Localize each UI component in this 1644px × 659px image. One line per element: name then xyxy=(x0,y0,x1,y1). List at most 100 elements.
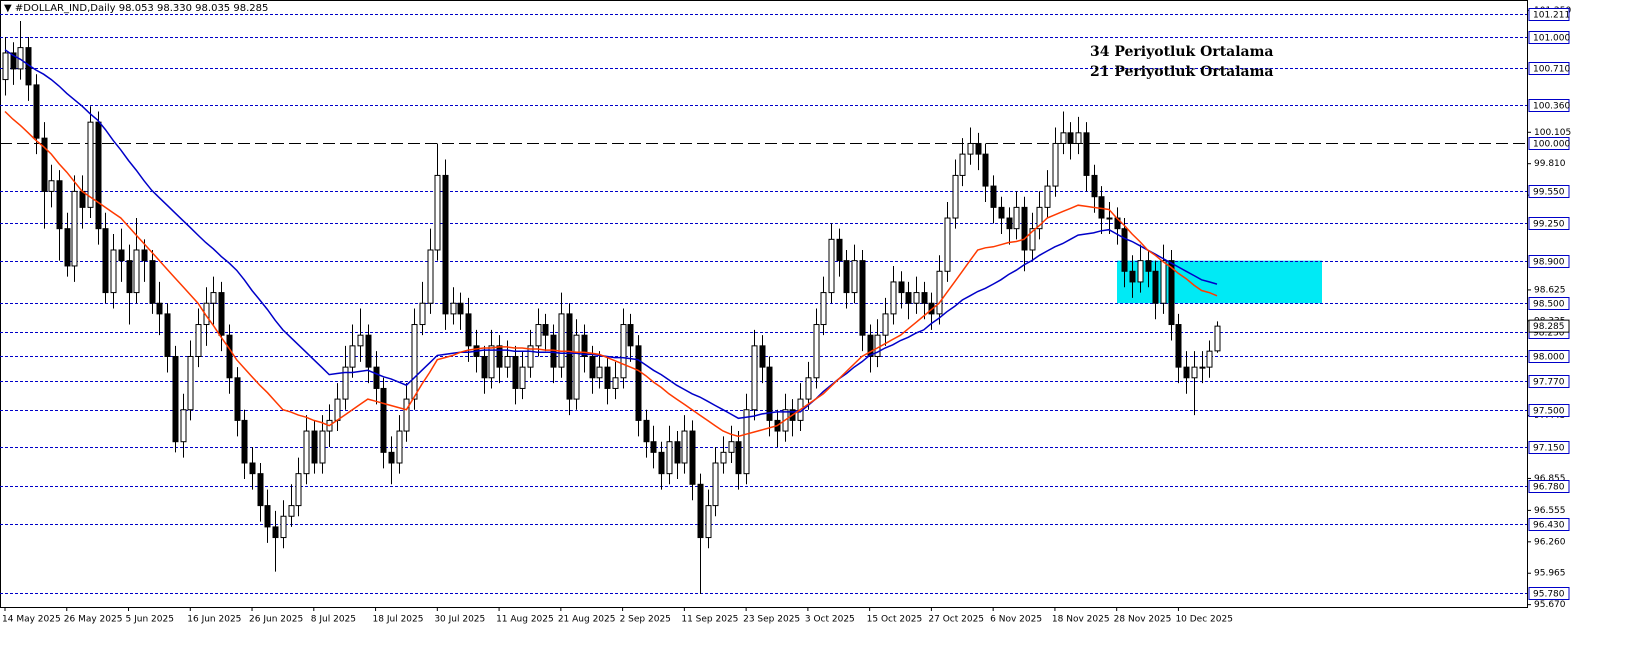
level-label: 101.000 xyxy=(1533,34,1570,44)
level-label: 99.250 xyxy=(1533,220,1565,230)
candle-body xyxy=(573,334,580,400)
candle-body xyxy=(867,334,874,357)
candle-body xyxy=(365,334,372,368)
candle-body xyxy=(1168,260,1175,326)
candle-body xyxy=(975,142,982,155)
x-tick-label: 27 Oct 2025 xyxy=(928,615,984,625)
candle-body xyxy=(342,366,349,400)
candle-body xyxy=(1021,206,1028,251)
candle-body xyxy=(334,398,341,421)
x-tick-label: 11 Aug 2025 xyxy=(496,615,554,625)
chart-header: ▼ #DOLLAR_IND,Daily 98.053 98.330 98.035… xyxy=(4,3,268,14)
candle-body xyxy=(465,313,472,347)
x-tick-label: 28 Nov 2025 xyxy=(1114,615,1172,625)
candle-body xyxy=(566,313,573,400)
last-low: 98.035 xyxy=(195,3,230,14)
candle-body xyxy=(357,334,364,347)
level-label: 97.770 xyxy=(1533,378,1565,388)
candle-body xyxy=(635,345,642,421)
level-label-box xyxy=(1528,99,1570,112)
candle-body xyxy=(535,324,542,347)
candle-body xyxy=(1160,260,1167,304)
candle-body xyxy=(427,249,434,304)
candle-body xyxy=(303,430,310,475)
level-label: 98.000 xyxy=(1533,353,1565,363)
level-label-box xyxy=(1528,137,1570,150)
price-label-box xyxy=(1528,319,1570,333)
y-tick-label: 96.855 xyxy=(1534,474,1566,484)
candle-body xyxy=(102,228,109,294)
candle-body xyxy=(658,451,665,475)
candle-body xyxy=(311,430,318,464)
candle-body xyxy=(712,462,719,507)
y-tick-label: 98.625 xyxy=(1534,285,1566,295)
candle-body xyxy=(64,228,71,267)
candle-body xyxy=(149,260,156,304)
level-label-box xyxy=(1528,518,1570,531)
candle-body xyxy=(33,84,40,139)
y-tick-label: 96.555 xyxy=(1534,506,1566,516)
candle-body xyxy=(1006,217,1013,230)
candle-body xyxy=(172,355,179,443)
level-label: 96.780 xyxy=(1533,483,1565,493)
candle-body xyxy=(967,142,974,155)
candle-body xyxy=(496,345,503,368)
x-tick-label: 26 Jun 2025 xyxy=(249,615,303,625)
candle-body xyxy=(203,302,210,326)
candle-body xyxy=(990,185,997,208)
candle-body xyxy=(403,398,410,432)
level-label: 98.900 xyxy=(1533,258,1565,268)
level-label: 95.780 xyxy=(1533,590,1565,600)
candle-body xyxy=(79,190,86,208)
x-tick-label: 30 Jul 2025 xyxy=(434,615,485,625)
candle-body xyxy=(241,419,248,464)
level-label: 97.150 xyxy=(1533,444,1565,454)
ma-line xyxy=(4,49,1218,420)
candle-body xyxy=(1121,228,1128,272)
level-label-box xyxy=(1528,217,1570,230)
candle-body xyxy=(859,260,866,336)
level-label-box xyxy=(1528,404,1570,417)
candle-body xyxy=(643,419,650,443)
candle-body xyxy=(133,249,140,294)
y-tick-label: 100.105 xyxy=(1534,128,1571,138)
candle-body xyxy=(373,366,380,389)
candle-body xyxy=(982,153,989,187)
candle-body xyxy=(921,292,928,304)
candle-body xyxy=(936,270,943,315)
level-label-box xyxy=(1528,185,1570,198)
candle-body xyxy=(674,441,681,464)
candle-body xyxy=(720,451,727,464)
candle-body xyxy=(48,180,55,192)
candle-body xyxy=(952,174,959,219)
candle-body xyxy=(457,302,464,315)
candle-body xyxy=(743,409,750,475)
candle-body xyxy=(627,324,634,347)
y-tick-label: 96.260 xyxy=(1534,537,1566,547)
candle-body xyxy=(805,377,812,400)
ma-line xyxy=(4,110,1218,438)
candle-body xyxy=(349,345,356,368)
candle-body xyxy=(164,313,171,357)
chart-title: #DOLLAR_IND,Daily xyxy=(15,3,116,14)
level-label: 101.211 xyxy=(1533,11,1570,21)
x-tick-label: 2 Sep 2025 xyxy=(620,615,671,625)
candle-body xyxy=(1183,366,1190,379)
candle-body xyxy=(210,292,217,304)
level-label-box xyxy=(1528,587,1570,600)
last-open: 98.053 xyxy=(119,3,154,14)
candle-body xyxy=(596,366,603,379)
candle-body xyxy=(851,260,858,294)
candle-body xyxy=(95,121,102,230)
level-label-box xyxy=(1528,350,1570,363)
candle-body xyxy=(388,451,395,464)
candle-body xyxy=(820,292,827,326)
candle-body xyxy=(481,355,488,379)
level-label-box xyxy=(1528,8,1570,21)
candle-body xyxy=(766,366,773,421)
candle-body xyxy=(527,345,534,368)
candle-body xyxy=(1036,206,1043,230)
candle-body xyxy=(1044,185,1051,208)
level-label: 97.500 xyxy=(1533,407,1565,417)
candle-body xyxy=(280,515,287,539)
